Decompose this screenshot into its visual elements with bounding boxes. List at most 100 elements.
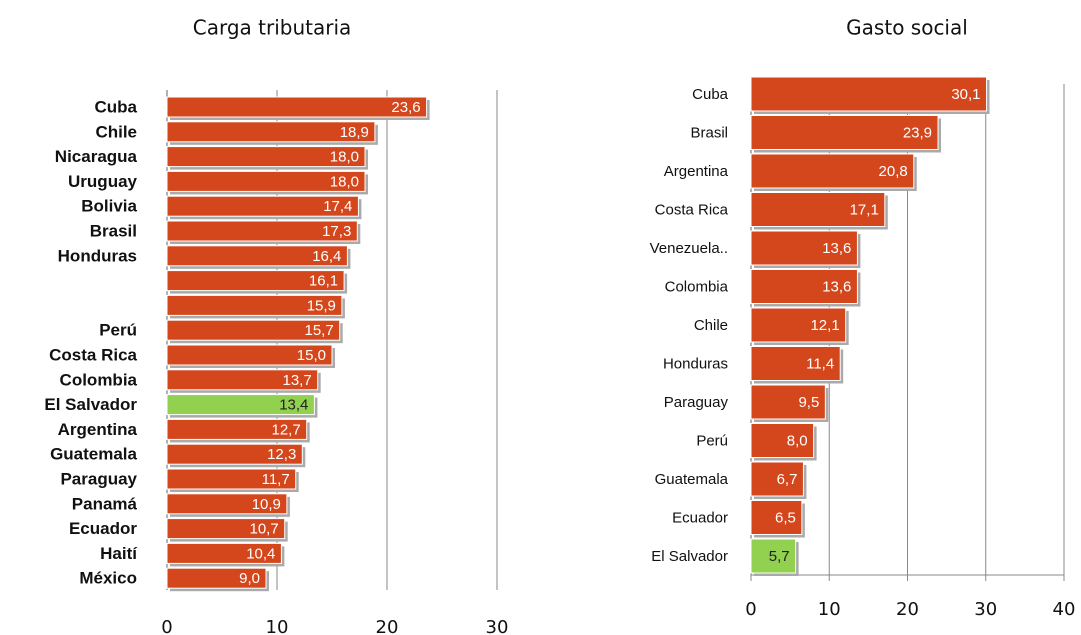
value-label: 12,3: [267, 446, 296, 463]
category-label: Perú: [696, 432, 728, 449]
category-label: Paraguay: [60, 469, 137, 488]
value-label: 16,1: [309, 273, 338, 290]
value-label: 23,9: [903, 124, 932, 141]
bar: [166, 270, 345, 292]
value-label: 15,0: [297, 347, 326, 364]
x-tick-label: 20: [376, 617, 399, 635]
x-tick-label: 40: [1053, 599, 1076, 620]
value-label: 13,4: [279, 397, 308, 414]
value-label: 5,7: [769, 548, 790, 565]
value-label: 18,0: [330, 173, 359, 190]
bar: [750, 307, 847, 343]
category-label: Brasil: [690, 124, 728, 141]
category-label: Perú: [99, 321, 137, 340]
category-label: Venezuela..: [650, 240, 728, 257]
bar: [750, 346, 841, 381]
bar: [166, 245, 348, 267]
value-label: 23,6: [391, 99, 420, 116]
bar: [750, 423, 815, 458]
value-label: 20,8: [879, 163, 908, 180]
value-label: 10,7: [249, 521, 278, 538]
x-tick-label: 0: [161, 617, 172, 635]
bar: [166, 369, 319, 391]
category-label: Cuba: [95, 97, 138, 116]
bar: [166, 146, 366, 168]
bar: [750, 153, 915, 189]
x-tick-label: 20: [896, 599, 919, 620]
category-label: Colombia: [665, 278, 729, 295]
value-label: 9,0: [239, 570, 260, 587]
category-label: El Salvador: [44, 395, 137, 414]
bar: [750, 500, 803, 535]
value-label: 6,7: [777, 471, 798, 488]
value-label: 10,9: [252, 496, 281, 513]
bar: [166, 195, 359, 217]
category-label: Bolivia: [81, 197, 137, 216]
bar: [750, 230, 858, 266]
chart-title: Gasto social: [846, 16, 968, 40]
category-label: Ecuador: [672, 509, 728, 526]
category-label: Argentina: [664, 163, 729, 180]
category-label: Costa Rica: [655, 201, 729, 218]
bar: [750, 192, 886, 227]
bar: [166, 418, 308, 440]
category-label: Colombia: [60, 370, 138, 389]
category-label: Guatemala: [655, 471, 729, 488]
x-tick-label: 0: [745, 599, 756, 620]
x-tick-label: 10: [266, 617, 289, 635]
bar: [166, 394, 315, 416]
bar: [750, 461, 804, 497]
bar: [166, 319, 341, 341]
bar: [166, 567, 267, 589]
category-label: Argentina: [58, 420, 138, 439]
value-label: 17,1: [850, 201, 879, 218]
value-label: 13,6: [822, 278, 851, 295]
category-label: Cuba: [692, 86, 729, 103]
x-tick-label: 30: [974, 599, 997, 620]
category-label: Paraguay: [664, 394, 729, 411]
chart-title: Carga tributaria: [193, 16, 352, 40]
category-label: Guatemala: [50, 445, 137, 464]
bar: [166, 344, 333, 366]
value-label: 18,0: [330, 149, 359, 166]
value-label: 12,7: [271, 421, 300, 438]
category-label: Honduras: [58, 246, 137, 265]
category-label: Chile: [694, 317, 728, 334]
value-label: 17,3: [322, 223, 351, 240]
value-label: 13,6: [822, 240, 851, 257]
bar: [166, 96, 428, 118]
bar: [166, 443, 303, 465]
x-tick-label: 10: [818, 599, 841, 620]
bar: [166, 121, 376, 143]
category-label: Costa Rica: [49, 345, 137, 364]
bar: [750, 384, 826, 420]
value-label: 10,4: [246, 545, 275, 562]
value-label: 11,7: [262, 471, 290, 488]
category-label: Honduras: [663, 355, 728, 372]
category-label: Nicaragua: [55, 147, 138, 166]
value-label: 15,9: [307, 297, 336, 314]
category-label: Chile: [95, 122, 137, 141]
value-label: 15,7: [304, 322, 333, 339]
bar: [750, 76, 988, 112]
value-label: 16,4: [312, 248, 341, 265]
value-label: 18,9: [340, 124, 369, 141]
bar: [166, 542, 282, 564]
value-label: 17,4: [323, 198, 352, 215]
category-label: Uruguay: [68, 172, 138, 191]
category-label: Brasil: [90, 221, 137, 240]
category-label: Panamá: [72, 494, 138, 513]
bar: [166, 294, 343, 316]
bar: [166, 493, 288, 515]
category-label: El Salvador: [651, 548, 728, 565]
category-label: Ecuador: [69, 519, 137, 538]
value-label: 8,0: [787, 432, 808, 449]
value-label: 11,4: [806, 355, 834, 372]
bar: [166, 170, 366, 192]
category-label: Haití: [100, 544, 138, 563]
value-label: 30,1: [951, 86, 980, 103]
category-label: México: [79, 569, 137, 588]
bar: [166, 220, 358, 242]
bar: [750, 269, 858, 304]
